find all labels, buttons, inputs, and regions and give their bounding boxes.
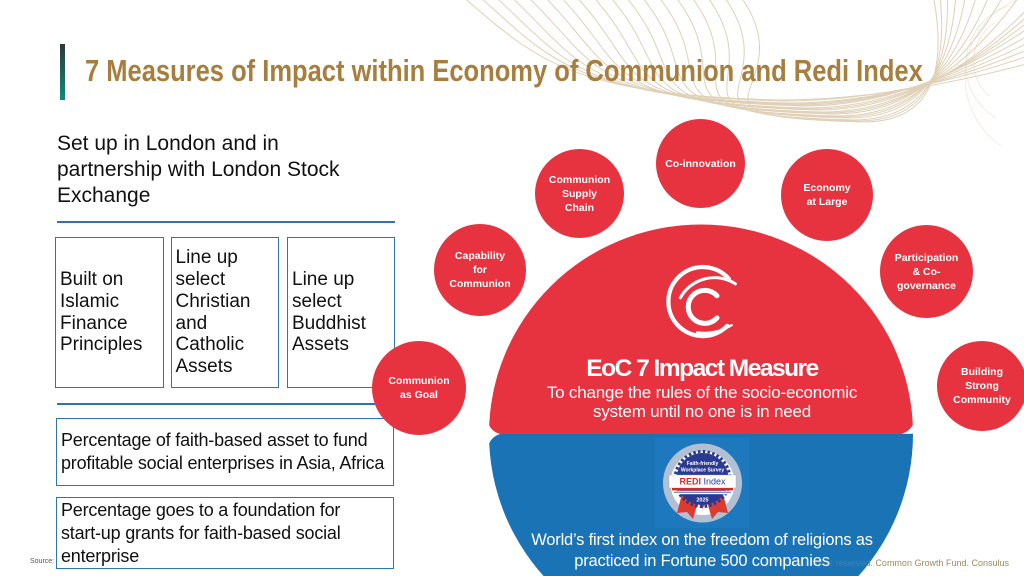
svg-text:Workplace Survey: Workplace Survey bbox=[681, 468, 724, 474]
svg-text:REDI Index: REDI Index bbox=[679, 477, 726, 487]
svg-text:2025: 2025 bbox=[696, 498, 708, 504]
svg-text:Faith-friendly: Faith-friendly bbox=[687, 461, 719, 467]
